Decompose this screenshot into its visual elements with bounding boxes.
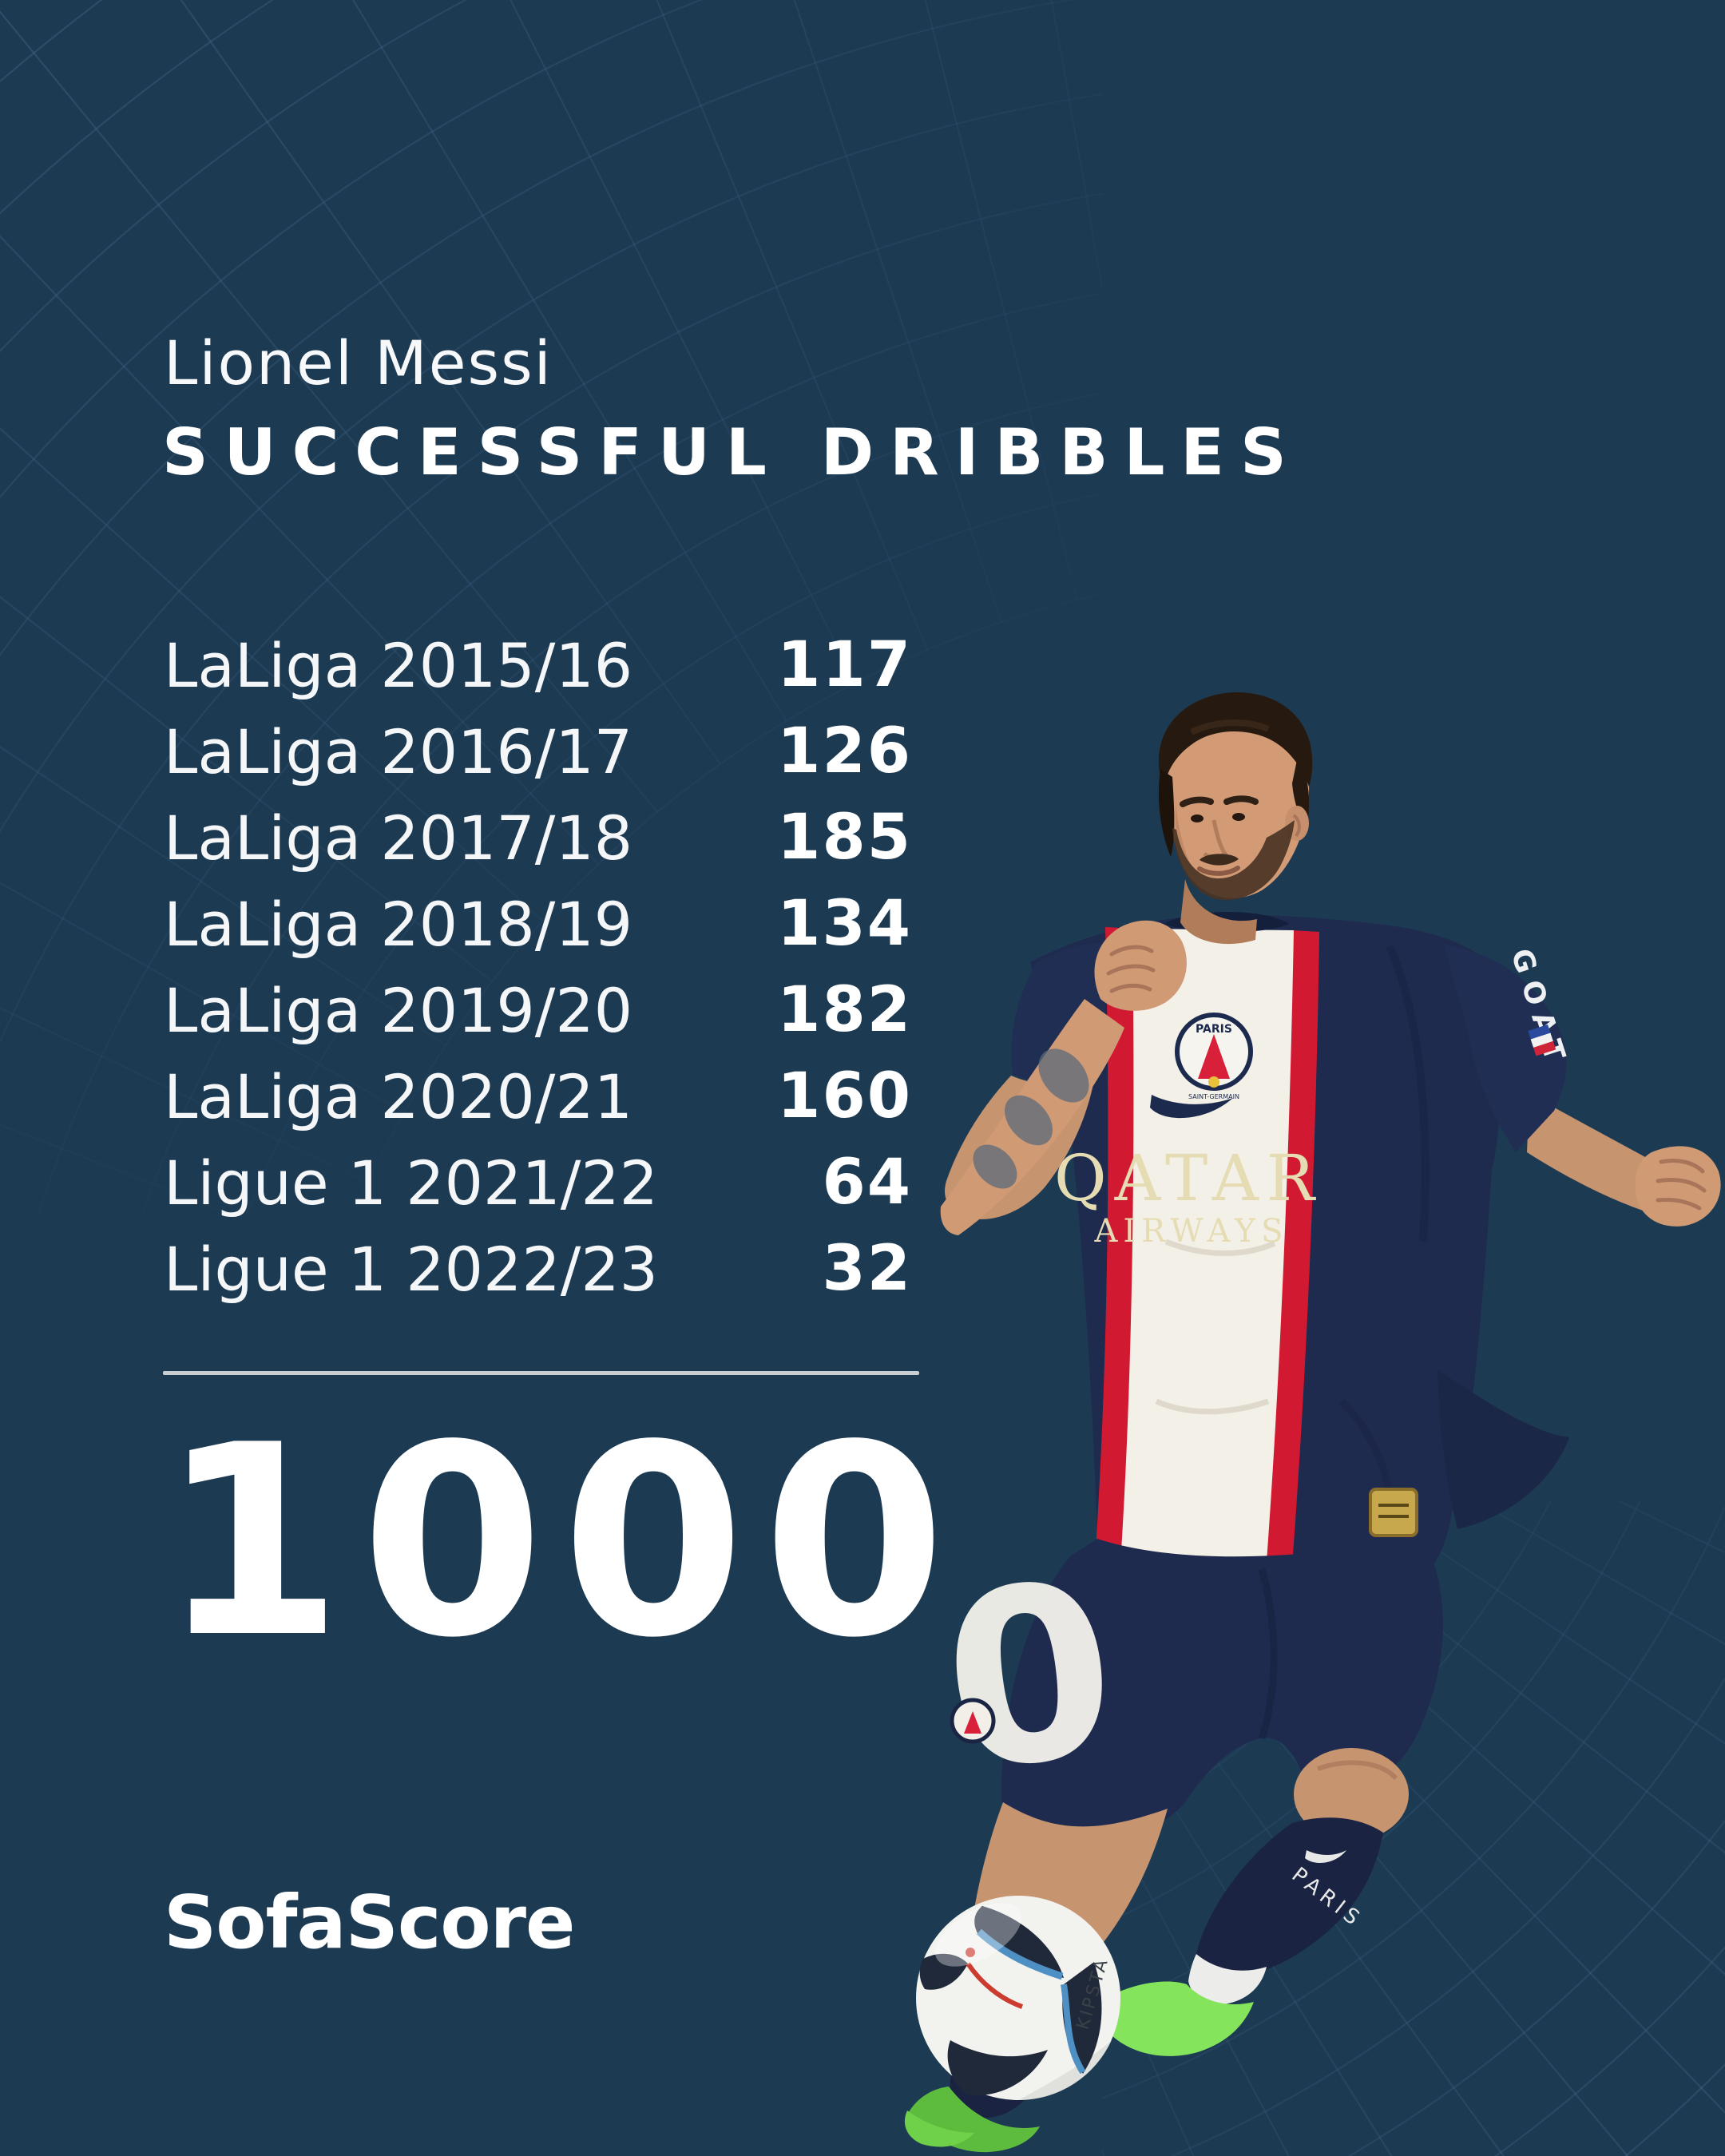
player-photo: GOAT PARIS SAINT-GERMAIN QATAR AIRWAYS — [904, 692, 1721, 2153]
stat-row: LaLiga 2015/16 117 — [164, 622, 912, 708]
stat-value: 64 — [822, 1147, 912, 1219]
stat-label: Ligue 1 2022/23 — [164, 1233, 659, 1305]
right-sleeve — [1444, 945, 1567, 1152]
stat-row: LaLiga 2018/19 134 — [164, 881, 912, 967]
jersey-hem-tag — [1369, 1488, 1418, 1537]
stat-row: LaLiga 2017/18 185 — [164, 795, 912, 881]
eye-right — [1232, 813, 1245, 821]
stat-value: 134 — [777, 888, 912, 960]
stat-value: 32 — [822, 1233, 912, 1305]
nike-swoosh-icon — [1150, 1095, 1233, 1119]
svg-text:PARIS: PARIS — [1196, 1023, 1232, 1036]
stat-value: 182 — [777, 974, 912, 1046]
jersey-white-stripe — [1118, 929, 1294, 1604]
jersey-flap — [1438, 1369, 1569, 1529]
stat-label: LaLiga 2017/18 — [164, 802, 633, 874]
football: KIPSTA — [916, 1896, 1120, 2101]
right-fist — [1635, 1146, 1721, 1227]
stat-label: LaLiga 2020/21 — [164, 1060, 633, 1132]
front-knee — [1294, 1748, 1409, 1841]
neck — [1180, 879, 1257, 945]
front-ankle-band — [1188, 1954, 1267, 2004]
shorts-number: 0 — [930, 1528, 1130, 1825]
svg-text:SAINT-GERMAIN: SAINT-GERMAIN — [1188, 1093, 1239, 1100]
stat-value: 185 — [777, 802, 912, 874]
player-name: Lionel Messi — [164, 327, 553, 398]
stat-label: LaLiga 2018/19 — [164, 888, 633, 960]
stats-list: LaLiga 2015/16 117 LaLiga 2016/17 126 La… — [164, 622, 912, 1312]
front-boot — [1102, 1981, 1254, 2056]
stat-value: 117 — [777, 629, 912, 701]
jersey-sponsor-line2: AIRWAYS — [1093, 1213, 1288, 1250]
sofascore-logo: SofaScore — [164, 1880, 575, 1965]
shorts-crest-patch — [950, 1698, 996, 1744]
stat-label: LaLiga 2016/17 — [164, 715, 633, 787]
hair — [1158, 692, 1313, 787]
stat-label: LaLiga 2019/20 — [164, 974, 633, 1046]
stat-label: LaLiga 2015/16 — [164, 629, 633, 701]
stat-row: LaLiga 2019/20 182 — [164, 967, 912, 1053]
stat-title: SUCCESSFUL DRIBBLES — [162, 415, 1303, 489]
stat-label: Ligue 1 2021/22 — [164, 1147, 659, 1219]
forearm-tattoo — [973, 1048, 1089, 1189]
stat-row: Ligue 1 2021/22 64 — [164, 1139, 912, 1226]
beard — [1172, 820, 1295, 901]
total-value: 1000 — [160, 1389, 964, 1695]
back-boot-toe — [904, 2110, 974, 2147]
stat-row: Ligue 1 2022/23 32 — [164, 1226, 912, 1312]
jersey-red-stripe-right — [1262, 930, 1319, 1606]
front-leg-sock — [1196, 1817, 1383, 1977]
jersey-sponsor-line1: QATAR — [1054, 1141, 1322, 1215]
eye-left — [1191, 814, 1204, 822]
stat-value: 126 — [777, 715, 912, 787]
jersey-red-stripe-left — [1092, 927, 1136, 1599]
stat-row: LaLiga 2016/17 126 — [164, 708, 912, 795]
stat-value: 160 — [777, 1060, 912, 1132]
stat-row: LaLiga 2020/21 160 — [164, 1053, 912, 1139]
divider — [163, 1371, 919, 1375]
france-flag-patch — [1528, 1024, 1556, 1056]
psg-crest: PARIS SAINT-GERMAIN — [1175, 1013, 1253, 1100]
